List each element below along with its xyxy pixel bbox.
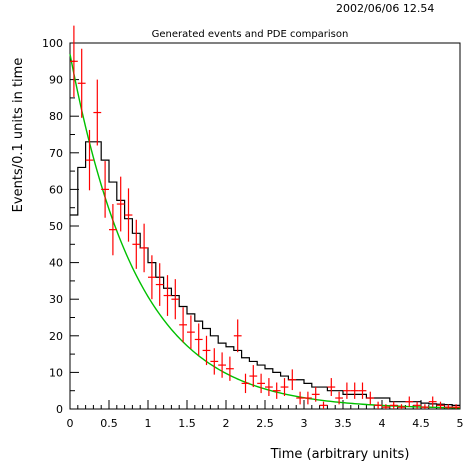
x-tick-label: 3.5 <box>334 417 352 430</box>
plot-area: 0 10 20 30 40 50 60 70 80 90 100 0 0.5 1 1.5 2 2.5 3 3.5 4 4… <box>42 25 464 430</box>
x-tick-label: 2 <box>223 417 230 430</box>
y-tick-label: 30 <box>49 293 63 306</box>
x-axis-title: Time (arbitrary units) <box>270 447 410 462</box>
x-tick-label: 0.5 <box>100 417 118 430</box>
pdf-curve <box>69 53 461 409</box>
y-tick-label: 100 <box>42 37 63 50</box>
x-tick-label: 1.5 <box>178 417 196 430</box>
timestamp: 2002/06/06 12.54 <box>336 2 435 15</box>
x-tick-label: 4 <box>379 417 386 430</box>
y-tick-label: 40 <box>49 257 63 270</box>
y-tick-label: 10 <box>49 366 63 379</box>
y-axis-title: Events/0.1 units in time <box>11 58 26 213</box>
histogram-steps <box>70 141 460 406</box>
y-tick-label: 90 <box>49 74 63 87</box>
y-tick-label: 60 <box>49 183 63 196</box>
y-tick-label: 50 <box>49 220 63 233</box>
y-tick-label: 80 <box>49 110 63 123</box>
x-tick-label: 4.5 <box>412 417 430 430</box>
y-tick-label: 20 <box>49 330 63 343</box>
x-tick-label: 3 <box>301 417 308 430</box>
x-tick-label: 5 <box>457 417 464 430</box>
chart-title: Generated events and PDE comparison <box>152 29 349 40</box>
y-tick-label: 0 <box>56 403 63 416</box>
y-tick-label: 70 <box>49 147 63 160</box>
x-tick-label: 1 <box>145 417 152 430</box>
x-tick-label: 2.5 <box>256 417 274 430</box>
x-tick-label: 0 <box>67 417 74 430</box>
